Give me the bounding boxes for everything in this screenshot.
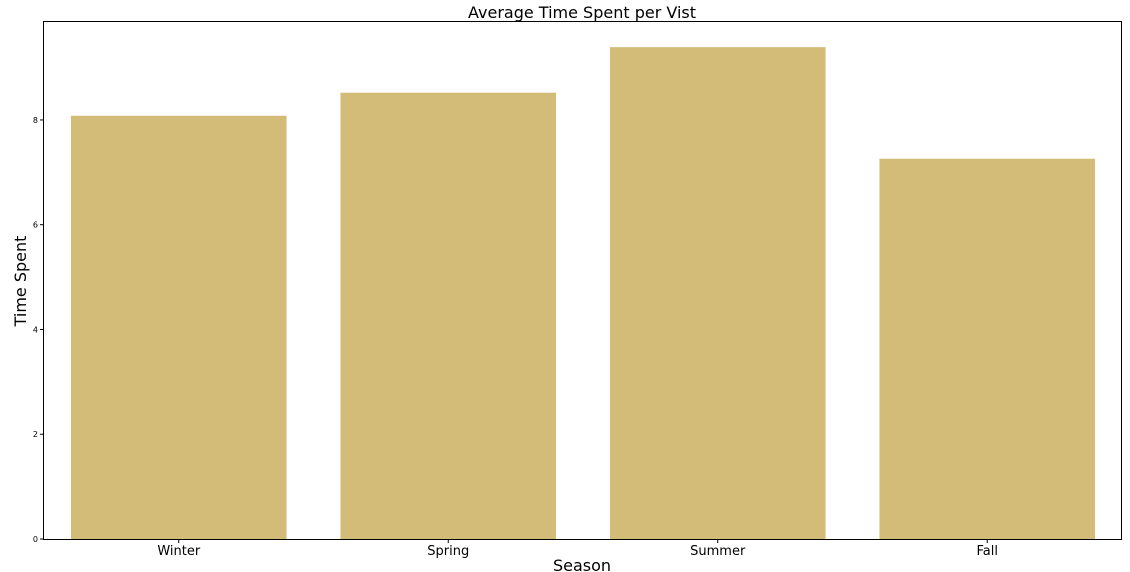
bar-winter [70, 115, 287, 539]
x-tick-label: Summer [690, 544, 746, 559]
x-axis-ticks: Winter Spring Summer Fall [157, 539, 998, 559]
y-tick-label: 6 [33, 221, 38, 230]
x-tick-label: Fall [977, 544, 998, 559]
y-axis-label: Time Spent [11, 236, 30, 328]
x-tick-label: Winter [157, 544, 201, 559]
chart-title: Average Time Spent per Vist [468, 3, 696, 22]
bar-spring [340, 92, 557, 539]
bar-summer [609, 47, 826, 540]
plot-area-frame [43, 21, 1122, 540]
bar-fall [879, 158, 1096, 539]
y-tick-label: 4 [33, 325, 38, 334]
y-axis-ticks: 0 2 4 6 8 [33, 116, 44, 544]
x-axis-label: Season [553, 556, 611, 572]
x-tick-label: Spring [427, 544, 469, 559]
y-tick-label: 2 [33, 430, 38, 439]
bars-group [70, 47, 1096, 540]
y-tick-label: 8 [33, 116, 38, 125]
y-tick-label: 0 [33, 535, 38, 544]
